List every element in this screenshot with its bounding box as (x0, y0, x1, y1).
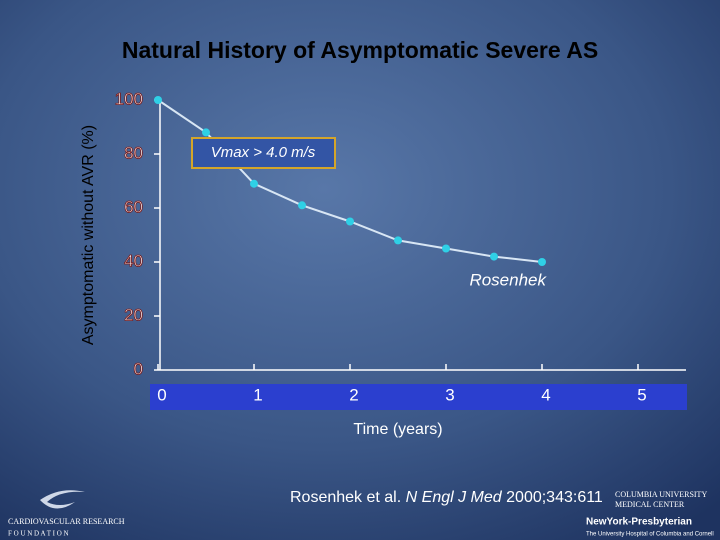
x-tick-label: 0 (157, 385, 166, 404)
data-point (202, 128, 210, 137)
data-point (298, 201, 306, 210)
annotation-box (191, 137, 336, 169)
x-tick-label: 4 (541, 385, 550, 404)
citation-authors: Rosenhek et al. (290, 489, 401, 506)
logo-text: MEDICAL CENTER (615, 500, 685, 509)
logo-text: F O U N D A T I O N (8, 530, 69, 538)
x-tick-label: 3 (445, 385, 454, 404)
y-axis-label: Asymptomatic without AVR (%) (80, 125, 97, 345)
logo-text: The University Hospital of Columbia and … (586, 532, 714, 538)
citation-ref: 2000;343:611 (506, 489, 603, 506)
data-point (250, 179, 258, 188)
y-tick-label: 80 (124, 143, 143, 162)
crf-logo-mark (40, 490, 85, 509)
x-tick-label: 5 (637, 385, 646, 404)
citation-journal: N Engl J Med (406, 489, 503, 506)
logo-text: NewYork-Presbyterian (586, 517, 692, 528)
series-label: Rosenhek (469, 270, 547, 289)
citation: Rosenhek et al. N Engl J Med 2000;343:61… (290, 489, 603, 506)
data-point (538, 258, 546, 266)
data-point (442, 244, 450, 253)
y-tick-label: 100 (115, 89, 143, 108)
data-point (394, 236, 402, 245)
y-tick-label: 20 (124, 305, 143, 324)
logo-text: COLUMBIA UNIVERSITY (615, 490, 707, 499)
x-tick-label: 2 (349, 385, 358, 404)
y-tick-label: 60 (124, 197, 143, 216)
annotation: Vmax > 4.0 m/s (211, 144, 316, 161)
data-point (346, 217, 354, 226)
data-point (154, 96, 162, 104)
y-tick-label: 0 (134, 359, 143, 378)
chart-title: Natural History of Asymptomatic Severe A… (122, 37, 598, 63)
x-tick-label: 1 (253, 385, 262, 404)
data-point (490, 252, 498, 261)
x-axis-label: Time (years) (353, 421, 442, 438)
logo-text: CARDIOVASCULAR RESEARCH (8, 517, 125, 526)
x-label-band (150, 384, 687, 410)
y-tick-label: 40 (124, 251, 143, 270)
